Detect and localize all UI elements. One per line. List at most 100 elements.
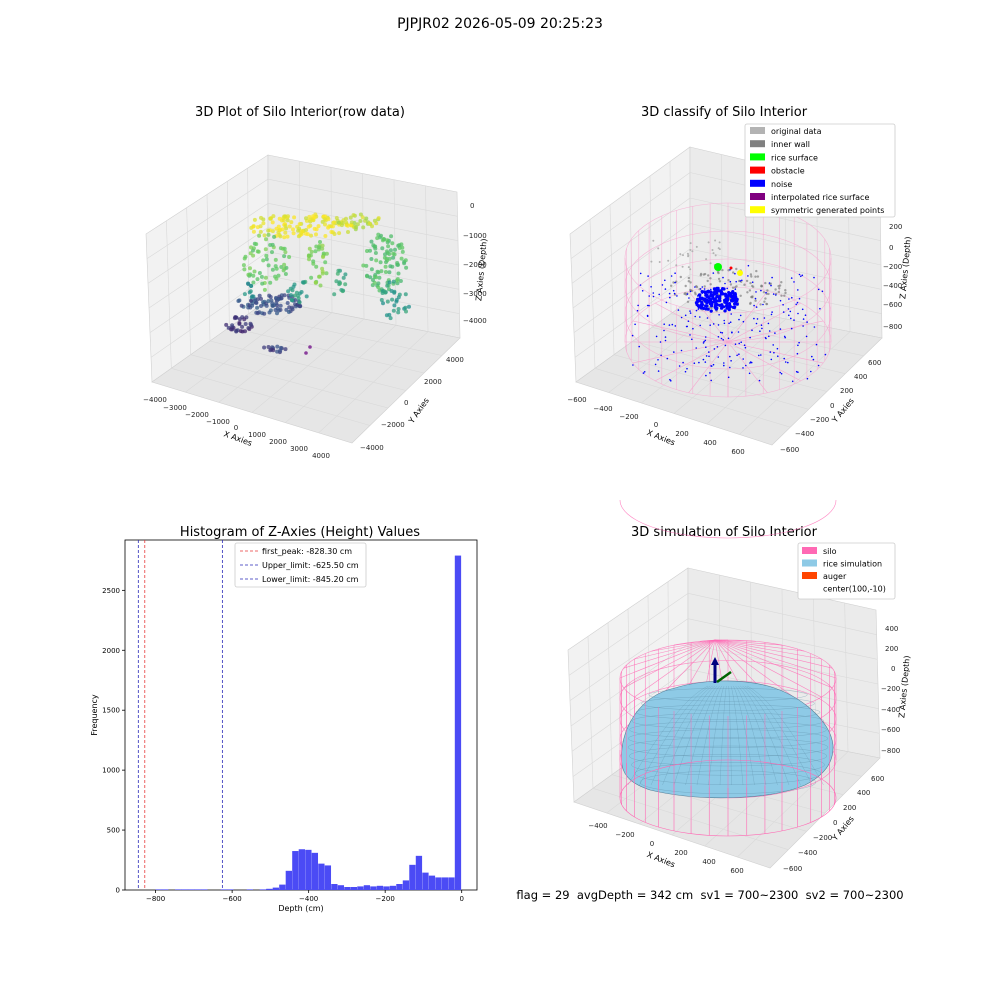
rice-mesh-line <box>639 685 711 786</box>
histogram-bar <box>376 885 384 890</box>
classify-point-noise <box>704 339 707 342</box>
raw-point <box>368 248 372 253</box>
raw-point <box>351 213 356 218</box>
histogram-bar <box>318 863 325 890</box>
raw-point <box>382 255 387 260</box>
classify-z-tick: −800 <box>883 323 902 331</box>
classify-point-inner-wall <box>784 289 787 292</box>
classify-point-noise <box>705 355 708 357</box>
raw-point <box>283 250 288 255</box>
classify-point-noise <box>753 304 755 307</box>
raw-point <box>241 263 246 268</box>
classify-point-noise <box>668 292 671 295</box>
sim-y-tick: 400 <box>857 789 870 797</box>
raw-point <box>337 231 342 236</box>
raw-point <box>252 217 257 222</box>
raw-point <box>273 264 278 269</box>
raw-point <box>255 249 260 254</box>
classify-point-noise <box>663 329 665 332</box>
classify-point-noise <box>706 317 709 319</box>
classify-point-noise <box>663 323 665 326</box>
classify-point-noise <box>723 364 725 367</box>
raw-point <box>388 248 393 253</box>
histogram-bar <box>220 889 227 890</box>
raw-point <box>276 224 281 229</box>
classify-point-original <box>657 247 660 250</box>
raw-point <box>258 229 263 234</box>
classify-point-noise <box>722 339 724 341</box>
classify-point-noise <box>731 331 733 334</box>
classify-point-noise <box>705 293 709 298</box>
classify-point-inner-wall <box>780 294 783 297</box>
classify-point-noise <box>688 297 690 299</box>
raw-point <box>299 290 304 294</box>
raw-point <box>398 279 403 283</box>
classify-point-noise <box>770 313 773 316</box>
classify-point-noise <box>634 323 636 326</box>
raw-point <box>311 214 316 219</box>
histogram-y-tick-label: 1500 <box>102 707 120 715</box>
classify-x-tick: 400 <box>703 439 716 447</box>
raw-point <box>393 247 397 252</box>
classify-point-inner-wall <box>687 280 690 283</box>
raw-point <box>394 278 399 283</box>
classify-point-noise <box>704 336 707 338</box>
classify-point-original <box>689 268 692 271</box>
silo-ring <box>619 500 837 539</box>
classify-point-noise <box>771 311 773 313</box>
classify-point-noise <box>711 293 715 297</box>
classify-point-noise <box>815 343 818 346</box>
sim-silo-wireframe-front <box>619 500 837 837</box>
raw-panel-title: 3D Plot of Silo Interior(row data) <box>195 105 405 120</box>
classify-point-noise <box>811 355 813 358</box>
classify-point-noise <box>735 302 739 306</box>
classify-point-noise <box>698 361 700 364</box>
classify-point-inner-wall <box>755 269 758 273</box>
legend-label: Upper_limit: -625.50 cm <box>262 561 359 570</box>
raw-point <box>275 311 279 316</box>
grid-line <box>267 275 460 314</box>
silo-line <box>651 639 716 652</box>
classify-x-axis-label: X Axies <box>646 428 677 447</box>
classify-point-noise <box>669 296 671 299</box>
classify-point-noise <box>768 330 771 332</box>
classify-point-original <box>714 239 717 242</box>
silo-line <box>714 639 805 706</box>
classify-point-noise <box>718 295 722 299</box>
histogram-bar <box>162 889 169 890</box>
classify-point-inner-wall <box>766 289 769 292</box>
classify-point-noise <box>739 280 742 282</box>
classify-point-noise <box>734 272 736 275</box>
silo-line <box>688 341 729 393</box>
raw-point <box>320 266 325 271</box>
classify-point-noise <box>797 371 799 374</box>
sim-x-tick: −200 <box>615 831 634 839</box>
histogram-bar <box>409 864 416 890</box>
classify-point-noise <box>685 325 688 328</box>
classify-point-inner-wall <box>735 267 738 271</box>
classify-point-noise <box>812 358 815 361</box>
raw-point <box>282 235 287 240</box>
histogram-bar <box>337 885 345 890</box>
raw-point <box>284 265 289 270</box>
raw-point <box>273 257 278 262</box>
raw-point <box>364 263 369 268</box>
raw-point <box>364 216 369 221</box>
classify-point-noise <box>804 314 807 317</box>
classify-point-noise <box>724 282 726 285</box>
raw-point <box>287 255 292 259</box>
classify-point-original <box>689 242 692 245</box>
legend-label: center(100,-10) <box>823 585 886 594</box>
sim-y-tick: −400 <box>798 849 817 857</box>
classify-point-original <box>687 254 690 257</box>
raw-point <box>361 263 366 268</box>
histogram-bar <box>272 887 279 890</box>
silo-line <box>714 639 837 679</box>
classify-z-tick: −400 <box>883 282 902 290</box>
classify-point-noise <box>748 372 751 375</box>
raw-point <box>314 227 319 232</box>
raw-point <box>283 230 288 235</box>
classify-point-noise <box>728 322 730 325</box>
classify-point-noise <box>717 356 720 358</box>
classify-point-noise <box>726 287 728 290</box>
